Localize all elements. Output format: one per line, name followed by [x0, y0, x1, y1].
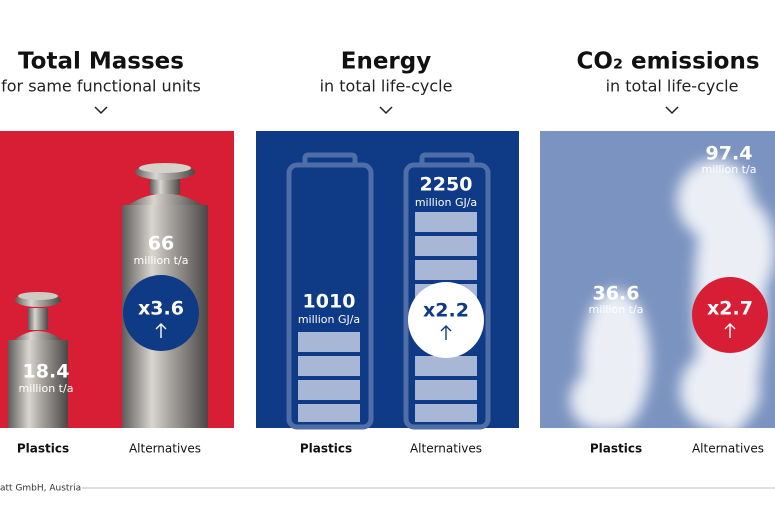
label: Alternatives: [692, 442, 764, 456]
label: Plastics: [300, 442, 352, 456]
label: Alternatives: [410, 442, 482, 456]
unit: million t/a: [134, 254, 189, 267]
arrow-up: [440, 325, 452, 340]
value: 2250: [420, 174, 473, 196]
chevrons: [94, 106, 679, 115]
multiplier: x3.6: [138, 298, 184, 320]
panel-title: Energy: [341, 49, 431, 75]
weight-small: [8, 292, 68, 428]
unit: million t/a: [589, 303, 644, 316]
value: 66: [148, 233, 174, 255]
label: Plastics: [17, 442, 69, 456]
multiplier: x2.7: [707, 298, 753, 320]
unit: million t/a: [19, 382, 74, 395]
multiplier-badge: [692, 277, 768, 353]
panel-title: Total Masses: [18, 49, 184, 75]
value: 36.6: [593, 283, 640, 305]
unit: million GJ/a: [415, 196, 477, 209]
value: 97.4: [706, 143, 753, 165]
panel-subtitle: in total life-cycle: [320, 77, 453, 96]
multiplier-badge: [123, 275, 199, 351]
arrow-up: [155, 323, 167, 338]
unit: million GJ/a: [298, 313, 360, 326]
panel-bg: [256, 131, 519, 428]
value: 18.4: [23, 361, 70, 383]
label: Alternatives: [129, 442, 201, 456]
unit: million t/a: [702, 163, 757, 176]
battery: [286, 152, 491, 430]
panel-subtitle: in total life-cycle: [606, 77, 739, 96]
footer: att GmbH, Austria: [0, 484, 81, 494]
panel-title: CO₂ emissions: [576, 49, 759, 75]
multiplier-badge: [408, 282, 484, 358]
arrow-up: [724, 323, 736, 338]
value: 1010: [303, 291, 356, 313]
multiplier: x2.2: [423, 300, 469, 322]
panel-subtitle: for same functional units: [1, 77, 201, 96]
label: Plastics: [590, 442, 642, 456]
